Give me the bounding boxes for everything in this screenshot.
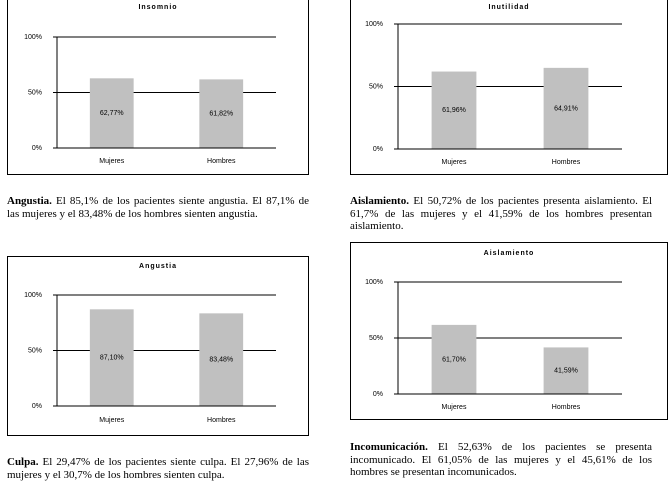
value-label: 61,96%: [442, 107, 466, 114]
value-label: 41,59%: [554, 368, 578, 375]
value-label: 64,91%: [554, 105, 578, 112]
chart-frame: [7, 0, 309, 175]
chart-title: Inutilidad: [488, 4, 529, 11]
bar: [543, 347, 589, 394]
lead: Culpa.: [7, 456, 39, 468]
bar: [89, 78, 134, 148]
text: El 50,72% de los pacientes presenta aisl…: [350, 195, 653, 232]
text: El 85,1% de los pacientes siente angusti…: [7, 195, 309, 220]
chart: Angustia 0% 50% 100% 87,10% Mujeres 83,48% Homb…: [7, 256, 309, 436]
paragraph: Angustia. El 85,1% de los pacientes sien…: [7, 195, 309, 220]
chart-title: Insomnio: [138, 4, 177, 11]
text: El 52,63% de los pacientes se presenta i…: [350, 441, 653, 478]
value-label: 61,82%: [209, 111, 233, 118]
x-tick-label: Mujeres: [99, 158, 124, 165]
y-tick-label: 0%: [32, 145, 42, 152]
y-tick-label: 0%: [373, 146, 383, 153]
chart-title: Aislamiento: [484, 250, 535, 257]
value-label: 62,77%: [100, 110, 124, 117]
y-tick-label: 0%: [32, 403, 42, 410]
chart-frame: [7, 256, 309, 436]
x-tick-label: Mujeres: [442, 404, 467, 411]
y-tick-label: 100%: [365, 21, 383, 28]
bar: [543, 67, 589, 149]
chart: Inutilidad 0% 50% 100% 61,96% Mujeres 64,91% Ho…: [350, 0, 668, 175]
paragraph: Incomunicación. El 52,63% de los pacient…: [350, 441, 652, 479]
x-tick-label: Hombres: [207, 417, 236, 424]
paragraph: Culpa. El 29,47% de los pacientes siente…: [7, 456, 309, 481]
lead: Aislamiento.: [350, 195, 409, 207]
paragraph: Aislamiento. El 50,72% de los pacientes …: [350, 195, 652, 233]
bar: [431, 324, 477, 394]
bar: [199, 313, 244, 406]
y-tick-label: 0%: [373, 391, 383, 398]
chart: Aislamiento 0% 50% 100% 61,70% Mujeres 41,59% H…: [350, 242, 668, 420]
x-tick-label: Hombres: [552, 159, 581, 166]
value-label: 87,10%: [100, 355, 124, 362]
y-tick-label: 50%: [369, 83, 383, 90]
bar: [431, 71, 477, 149]
value-label: 83,48%: [209, 357, 233, 364]
chart-title: Angustia: [139, 263, 177, 270]
x-tick-label: Hombres: [207, 158, 236, 165]
bar: [199, 79, 244, 148]
text: El 29,47% de los pacientes siente culpa.…: [7, 456, 309, 481]
y-tick-label: 100%: [24, 34, 42, 41]
y-tick-label: 50%: [28, 89, 42, 96]
lead: Incomunicación.: [350, 441, 428, 453]
x-tick-label: Mujeres: [442, 159, 467, 166]
x-tick-label: Mujeres: [99, 417, 124, 424]
x-tick-label: Hombres: [552, 404, 581, 411]
y-tick-label: 50%: [369, 335, 383, 342]
lead: Angustia.: [7, 195, 52, 207]
bar: [89, 309, 134, 406]
value-label: 61,70%: [442, 356, 466, 363]
chart: Insomnio 0% 50% 100% 62,77% Mujeres 61,82% Homb…: [7, 0, 309, 175]
y-tick-label: 100%: [365, 279, 383, 286]
y-tick-label: 50%: [28, 347, 42, 354]
y-tick-label: 100%: [24, 292, 42, 299]
